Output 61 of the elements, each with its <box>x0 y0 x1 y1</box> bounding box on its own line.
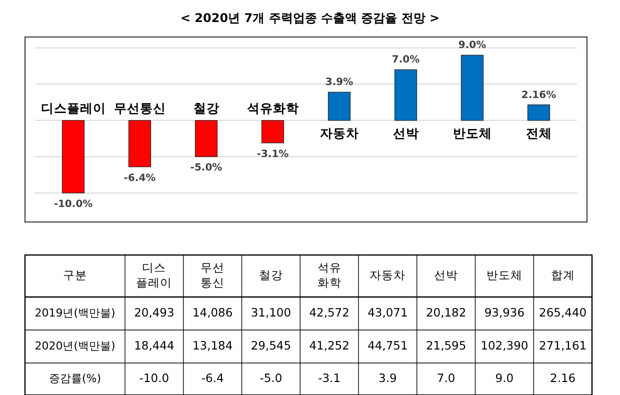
category-label: 철강 <box>258 268 283 282</box>
text: 102,390 <box>480 338 528 353</box>
text: -6.4 <box>201 371 224 386</box>
text: 14,086 <box>192 306 233 320</box>
data-label: 2.16% <box>521 90 556 101</box>
x-tick-label: 디스플레이 <box>40 100 106 116</box>
x-tick-label: 석유화학 <box>246 100 299 116</box>
data-label: -3.1% <box>256 148 289 160</box>
data-label: -5.0% <box>190 162 222 174</box>
text: 44,751 <box>368 338 408 353</box>
data-label: 9.0% <box>458 40 486 52</box>
text: 21,595 <box>426 338 466 353</box>
bar <box>527 104 550 121</box>
text: 9.0 <box>495 371 514 386</box>
x-tick-label: 철강 <box>193 100 220 116</box>
text: 7.0 <box>436 371 456 386</box>
text: 271,161 <box>539 338 587 353</box>
text: 18,444 <box>134 338 174 353</box>
category-label: 석유 화학 <box>317 260 342 290</box>
text: 265,440 <box>539 306 587 320</box>
x-tick-label: 전체 <box>526 125 552 140</box>
text: -10.0 <box>139 371 170 386</box>
text: 41,252 <box>309 338 350 353</box>
text: 43,071 <box>368 306 408 320</box>
bar <box>128 120 152 168</box>
category-label: 증감률(%) <box>48 372 102 386</box>
category-label: 반도체 <box>486 268 522 282</box>
category-label: 디스 플레이 <box>136 260 172 290</box>
x-tick-label: 반도체 <box>452 125 492 140</box>
category-label: 선박 <box>434 268 458 282</box>
category-label: 2020년(백만불) <box>34 340 116 353</box>
data-label: -6.4% <box>124 172 156 184</box>
category-label: 합계 <box>550 268 575 282</box>
text: 93,936 <box>484 306 525 320</box>
x-tick-label: 선박 <box>392 125 419 140</box>
text: 29,545 <box>250 338 292 353</box>
text: 2.16 <box>550 371 576 386</box>
chart-title: < 2020년 7개 주력업종 수출액 증감율 전망 > <box>180 11 440 25</box>
text: 13,184 <box>192 338 233 353</box>
data-label: -10.0% <box>54 198 93 210</box>
bar <box>194 120 218 158</box>
text: 31,100 <box>250 306 292 320</box>
text: 42,572 <box>309 306 350 320</box>
x-tick-label: 무선통신 <box>114 100 166 116</box>
bar <box>62 120 85 194</box>
x-tick-label: 자동차 <box>320 125 359 140</box>
data-label: 3.9% <box>325 77 354 88</box>
bar <box>328 92 351 121</box>
text: 20,182 <box>426 306 466 320</box>
data-label: 7.0% <box>392 54 420 66</box>
bar <box>394 69 418 121</box>
bar <box>261 120 284 144</box>
bar <box>460 54 484 121</box>
text: 20,493 <box>134 306 174 320</box>
text: 3.9 <box>378 371 397 386</box>
category-label: 무선 통신 <box>200 260 225 290</box>
category-label: 2019년(백만불) <box>34 306 116 320</box>
category-label: 자동차 <box>370 268 406 282</box>
text: 구분 <box>63 268 87 282</box>
text: -3.1 <box>318 371 341 386</box>
text: -5.0 <box>260 371 282 386</box>
